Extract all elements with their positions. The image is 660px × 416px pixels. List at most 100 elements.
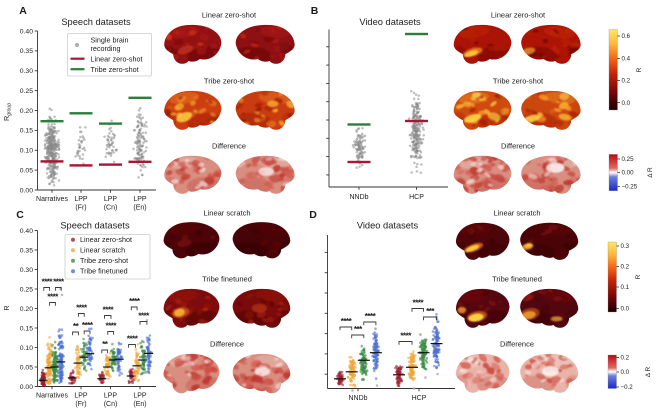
svg-text:LPP: LPP [104, 196, 118, 203]
svg-text:NNDb: NNDb [348, 395, 367, 402]
svg-text:Speech datasets: Speech datasets [61, 17, 131, 27]
svg-text:0.0: 0.0 [622, 100, 631, 107]
svg-text:0.2: 0.2 [621, 264, 630, 271]
svg-text:0.2: 0.2 [621, 355, 630, 362]
svg-text:0.35: 0.35 [20, 247, 33, 254]
svg-text:***: *** [426, 306, 435, 316]
svg-text:0.4: 0.4 [622, 56, 631, 63]
svg-text:**: ** [73, 321, 80, 331]
svg-text:0.40: 0.40 [20, 228, 33, 235]
svg-text:recording: recording [91, 44, 121, 53]
svg-text:R: R [2, 305, 11, 310]
svg-text:LPP: LPP [74, 196, 88, 203]
svg-text:0.10: 0.10 [20, 345, 33, 352]
svg-text:Tribe zero-shot: Tribe zero-shot [91, 65, 139, 74]
svg-text:LPP: LPP [74, 393, 88, 400]
svg-text:****: **** [129, 296, 141, 306]
svg-text:****: **** [76, 303, 88, 313]
svg-text:****: **** [41, 277, 53, 287]
svg-text:0.05: 0.05 [20, 364, 33, 371]
svg-text:(Fr): (Fr) [75, 401, 86, 408]
svg-text:0.20: 0.20 [20, 306, 33, 313]
svg-text:(Fr): (Fr) [75, 205, 86, 212]
svg-text:Speech datasets: Speech datasets [60, 221, 130, 231]
svg-text:NNDb: NNDb [349, 194, 368, 201]
svg-text:LPP: LPP [133, 196, 147, 203]
svg-text:(En): (En) [133, 205, 146, 212]
svg-text:Tribe finetuned: Tribe finetuned [492, 275, 542, 284]
svg-text:Narratives: Narratives [36, 393, 68, 400]
svg-text:(Cn): (Cn) [104, 205, 118, 212]
svg-text:Linear zero-shot: Linear zero-shot [80, 235, 132, 244]
svg-text:****: **** [413, 298, 425, 308]
svg-text:HCP: HCP [412, 395, 427, 402]
svg-text:0.3: 0.3 [621, 243, 630, 250]
svg-text:Video datasets: Video datasets [359, 17, 421, 27]
svg-text:Tribe zero-shot: Tribe zero-shot [204, 77, 255, 86]
svg-text:****: **** [105, 321, 117, 331]
svg-text:D: D [309, 209, 317, 221]
svg-text:0.25: 0.25 [20, 286, 33, 293]
svg-text:0.00: 0.00 [20, 384, 33, 391]
svg-text:Rgroup: Rgroup [2, 103, 13, 121]
svg-text:LPP: LPP [104, 393, 118, 400]
svg-text:(Cn): (Cn) [104, 401, 118, 408]
svg-text:****: **** [53, 277, 65, 287]
svg-text:0.10: 0.10 [20, 148, 33, 155]
svg-text:****: **** [341, 316, 353, 326]
svg-text:0.6: 0.6 [622, 33, 631, 40]
svg-text:Δ R: Δ R [645, 366, 652, 377]
svg-text:Difference: Difference [500, 340, 534, 349]
svg-text:****: **** [127, 334, 139, 344]
svg-text:Linear zero-shot: Linear zero-shot [491, 11, 546, 20]
svg-text:****: **** [138, 311, 150, 321]
svg-text:Narratives: Narratives [36, 196, 68, 203]
svg-text:****: **** [365, 311, 377, 321]
svg-text:****: **** [400, 331, 412, 341]
svg-text:Video datasets: Video datasets [357, 221, 419, 231]
svg-text:****: **** [47, 292, 59, 302]
svg-text:Difference: Difference [501, 142, 535, 151]
svg-text:0.40: 0.40 [20, 28, 33, 35]
svg-text:0.0: 0.0 [621, 369, 630, 376]
svg-text:0.20: 0.20 [20, 108, 33, 115]
svg-text:Single brain: Single brain [91, 36, 129, 45]
svg-text:Difference: Difference [210, 340, 244, 349]
svg-text:(En): (En) [133, 401, 146, 408]
svg-text:****: **** [103, 305, 115, 315]
svg-text:0.05: 0.05 [20, 167, 33, 174]
svg-text:0.00: 0.00 [622, 170, 635, 177]
svg-text:Linear scratch: Linear scratch [493, 209, 540, 218]
svg-text:****: **** [82, 320, 94, 330]
svg-text:Δ R: Δ R [647, 167, 654, 178]
svg-text:Tribe zero-shot: Tribe zero-shot [493, 77, 544, 86]
svg-text:A: A [19, 5, 27, 17]
svg-text:0.2: 0.2 [622, 78, 631, 85]
svg-text:Tribe zero-shot: Tribe zero-shot [80, 256, 128, 265]
svg-text:0.30: 0.30 [20, 267, 33, 274]
svg-text:R: R [635, 274, 642, 279]
svg-text:R: R [636, 67, 643, 72]
svg-text:0.25: 0.25 [622, 156, 635, 163]
svg-text:Linear zero-shot: Linear zero-shot [202, 11, 257, 20]
svg-text:0.15: 0.15 [20, 325, 33, 332]
svg-text:Difference: Difference [212, 142, 246, 151]
svg-text:B: B [311, 5, 319, 17]
svg-text:0.15: 0.15 [20, 128, 33, 135]
svg-text:−0.25: −0.25 [622, 184, 638, 191]
svg-text:−0.2: −0.2 [621, 384, 634, 391]
svg-text:Linear zero-shot: Linear zero-shot [91, 55, 143, 64]
svg-text:HCP: HCP [409, 194, 424, 201]
svg-text:Tribe finetuned: Tribe finetuned [80, 267, 128, 276]
svg-text:***: *** [354, 324, 363, 334]
svg-text:0.1: 0.1 [621, 284, 630, 291]
svg-text:0.00: 0.00 [20, 187, 33, 194]
svg-text:C: C [16, 209, 24, 221]
svg-text:Tribe finetuned: Tribe finetuned [202, 275, 252, 284]
svg-text:0.25: 0.25 [20, 88, 33, 95]
svg-text:LPP: LPP [133, 393, 147, 400]
svg-text:0.0: 0.0 [621, 306, 630, 313]
svg-text:Linear scratch: Linear scratch [80, 246, 125, 255]
svg-text:0.35: 0.35 [20, 48, 33, 55]
svg-text:**: ** [102, 339, 109, 349]
